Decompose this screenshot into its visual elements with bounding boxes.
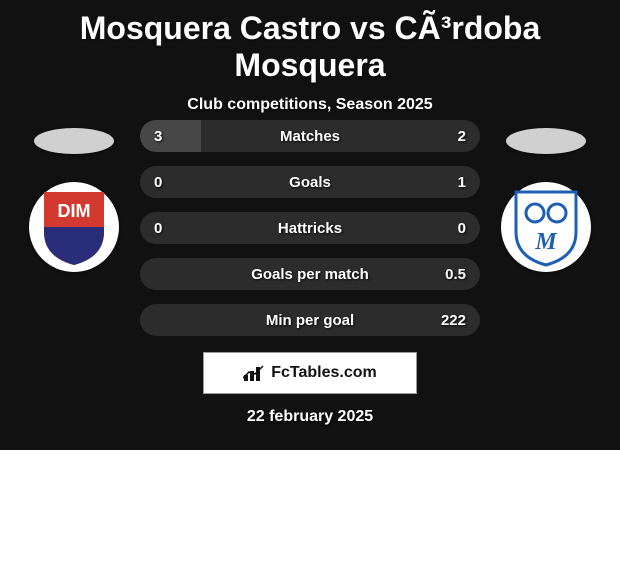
bar-chart-icon (243, 364, 265, 382)
comparison-card: Mosquera Castro vs CÃ³rdoba Mosquera Clu… (0, 0, 620, 450)
bar-value-right: 1 (458, 166, 466, 198)
stat-bar: Goals per match 0.5 (140, 258, 480, 290)
bar-label: Min per goal (140, 304, 480, 336)
right-country-flag (506, 128, 586, 154)
stat-bar: 3 Matches 2 (140, 120, 480, 152)
stat-bar: 0 Hattricks 0 (140, 212, 480, 244)
left-club-shield-icon: DIM (39, 187, 109, 267)
brand-text: FcTables.com (271, 364, 377, 382)
subtitle: Club competitions, Season 2025 (0, 96, 620, 114)
bar-label: Hattricks (140, 212, 480, 244)
stat-bar: Min per goal 222 (140, 304, 480, 336)
stat-bar: 0 Goals 1 (140, 166, 480, 198)
right-club-shield-icon: M (511, 187, 581, 267)
brand-box: FcTables.com (203, 352, 417, 394)
date-text: 22 february 2025 (0, 408, 620, 426)
bar-label: Matches (140, 120, 480, 152)
bar-value-right: 0 (458, 212, 466, 244)
bar-label: Goals per match (140, 258, 480, 290)
page-title: Mosquera Castro vs CÃ³rdoba Mosquera (0, 0, 620, 84)
right-club-logo: M (501, 182, 591, 272)
left-logo-column: DIM (24, 128, 124, 272)
right-logo-column: M (496, 128, 596, 272)
bar-value-right: 0.5 (445, 258, 466, 290)
left-club-text: DIM (58, 201, 91, 221)
bar-label: Goals (140, 166, 480, 198)
right-club-text: M (534, 229, 558, 255)
stat-bars: 3 Matches 2 0 Goals 1 0 Hattricks 0 (140, 120, 480, 336)
left-club-logo: DIM (29, 182, 119, 272)
bar-value-right: 2 (458, 120, 466, 152)
bar-value-right: 222 (441, 304, 466, 336)
left-country-flag (34, 128, 114, 154)
stats-wrap: DIM 3 Matches 2 0 Goals 1 0 (0, 120, 620, 336)
